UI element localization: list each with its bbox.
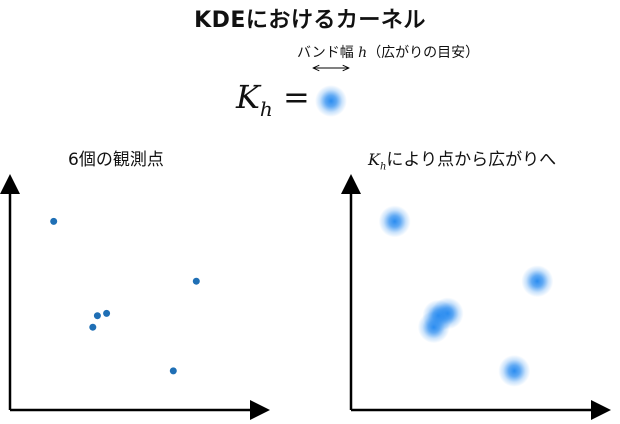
bandwidth-label-prefix: バンド幅 [297,45,359,61]
left-panel-title: 6個の観測点 [68,150,164,170]
kernel-equals: = [272,78,310,116]
kernel-symbol: K [236,78,260,116]
kernel-subscript: h [259,97,273,121]
kernel-blob [498,354,531,387]
kernel-equation: Kh = [236,78,310,121]
right-panel-title: Khにより点から広がりへ [368,145,556,172]
kernel-blob [521,265,554,298]
kernel-blob [378,205,411,238]
bandwidth-symbol: h [358,45,368,61]
observation-point [103,309,111,317]
observation-point [192,277,200,285]
right-title-symbol: K [368,150,380,169]
observation-point [93,312,101,320]
right-title-subscript: h [379,161,387,173]
observation-point [50,217,58,225]
left-observation-points [50,217,200,375]
kernel-blob [417,311,450,344]
right-title-text: により点から広がりへ [386,150,557,170]
right-kernel-blobs [378,205,554,387]
bandwidth-label: バンド幅 h（広がりの目安） [297,42,479,62]
observation-point [89,323,97,331]
bandwidth-label-suffix: （広がりの目安） [367,45,480,61]
kernel-blob-icon [315,85,347,117]
observation-point [169,367,177,375]
page-title: KDEにおけるカーネル [194,8,426,33]
